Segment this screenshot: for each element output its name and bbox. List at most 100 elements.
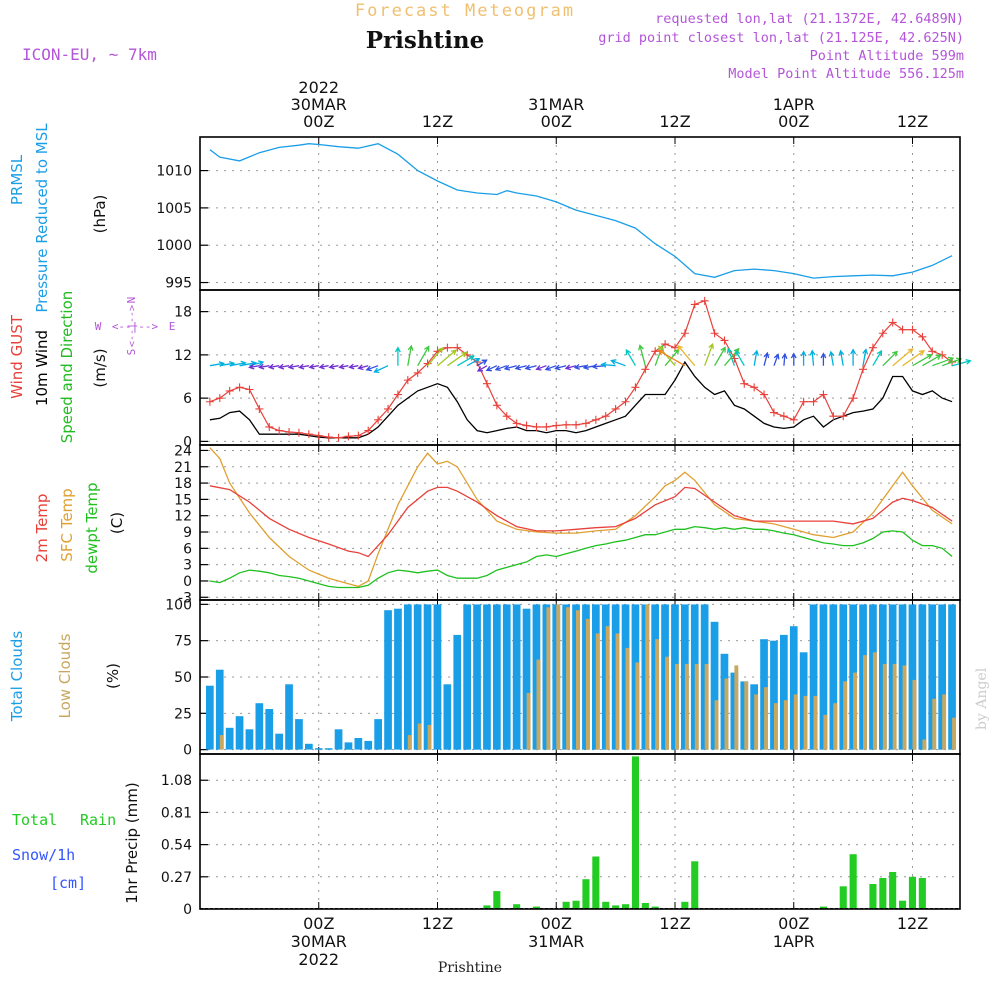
total-clouds-bar xyxy=(364,740,373,750)
rain-bar xyxy=(513,904,521,909)
total-clouds-bar xyxy=(423,604,432,750)
total-clouds-bar xyxy=(829,604,838,750)
bottom-time-label: 00Z xyxy=(778,914,809,933)
y-tick-label: 0.81 xyxy=(161,805,192,821)
total-clouds-bar xyxy=(473,604,481,750)
rain-bar xyxy=(622,904,630,909)
wind-gust-label: Wind GUST xyxy=(8,314,26,399)
wind-direction-arrow xyxy=(394,346,401,366)
rain-bar xyxy=(869,884,877,909)
wind-gust-marker xyxy=(779,412,788,421)
total-clouds-bar xyxy=(760,639,768,750)
wind-direction-arrow xyxy=(258,363,270,370)
total-clouds-bar xyxy=(275,733,283,750)
rain-bar xyxy=(602,901,610,909)
wind-gust-marker xyxy=(532,422,541,431)
y-tick-label: 9 xyxy=(183,525,192,541)
y-tick-label: 1.08 xyxy=(161,773,192,789)
wind-direction-arrow xyxy=(427,347,444,367)
y-tick-label: 0.27 xyxy=(161,870,192,886)
wind-direction-arrow xyxy=(912,354,933,367)
low-clouds-bar xyxy=(576,610,580,750)
total-clouds-bar xyxy=(245,729,254,750)
total-clouds-bar xyxy=(819,604,828,750)
wind-gust-marker xyxy=(374,415,383,424)
total-clouds-bar xyxy=(394,608,402,750)
wind-gust-marker xyxy=(552,421,561,430)
wind-direction-arrow xyxy=(704,342,714,366)
bottom-time-label: 12Z xyxy=(897,914,928,933)
wind-gust-marker xyxy=(591,415,600,424)
wind-direction-label: Speed and Direction xyxy=(58,291,76,444)
wind-direction-arrow xyxy=(638,344,646,366)
wind-gust-marker xyxy=(443,343,452,352)
model-point-altitude: Model Point Altitude 556.125m xyxy=(728,66,964,82)
wind-gust-marker xyxy=(403,376,412,385)
y-tick-label: 6 xyxy=(183,541,192,557)
top-time-label: 12Z xyxy=(422,112,453,131)
y-tick-label: 1000 xyxy=(156,238,192,254)
total-clouds-bar xyxy=(898,604,907,750)
low-clouds-bar xyxy=(952,717,956,750)
panel-border xyxy=(199,289,961,446)
wind-gust-marker xyxy=(294,428,303,437)
compass-horizontal-arrow: <--|--> xyxy=(112,320,159,333)
low-clouds-bar xyxy=(605,626,610,750)
low-clouds-bar xyxy=(932,698,937,750)
wind-direction-arrow xyxy=(763,351,770,366)
wind-direction-arrow xyxy=(657,350,686,367)
wind-gust-marker xyxy=(651,347,660,356)
wind-direction-arrow xyxy=(544,365,557,371)
wind-direction-arrow xyxy=(658,345,676,367)
rain-bar xyxy=(572,900,580,909)
y-tick-label: 1005 xyxy=(156,201,192,217)
wind-direction-arrow xyxy=(248,363,260,370)
low-clouds-bar xyxy=(793,694,798,750)
low-clouds-bar xyxy=(694,663,699,750)
point-altitude: Point Altitude 599m xyxy=(810,48,964,64)
low-clouds-bar xyxy=(615,633,620,750)
wind-direction-arrow xyxy=(373,365,389,374)
wind-gust-marker xyxy=(304,430,313,439)
wind-direction-arrow xyxy=(466,358,481,367)
top-time-label: 00Z xyxy=(541,112,572,131)
compass-east: E xyxy=(169,320,176,333)
total-clouds-bar xyxy=(384,610,392,750)
total-clouds-bar xyxy=(225,727,234,750)
total-clouds-bar xyxy=(453,634,462,750)
wind-gust-marker xyxy=(324,433,333,442)
compass-vertical-arrow: <--|--> xyxy=(127,305,138,347)
model-label: ICON-EU, ~ 7km xyxy=(22,45,157,64)
precip-axis-label: 1hr Precip (mm) xyxy=(123,782,141,903)
wind-direction-arrow xyxy=(554,364,567,371)
wind-direction-arrow xyxy=(476,365,488,372)
wind-gust-marker xyxy=(522,421,531,430)
y-tick-label: 50 xyxy=(174,670,192,686)
wind-gust-marker xyxy=(344,432,353,441)
wind-gust-marker xyxy=(789,415,798,424)
wind-gust-marker xyxy=(898,325,907,334)
wind-gust-marker xyxy=(581,419,590,428)
rain-bar xyxy=(641,903,649,909)
wind-direction-arrow xyxy=(714,346,726,367)
wind-10m-label: 10m Wind xyxy=(33,330,51,406)
wind-direction-arrow xyxy=(573,363,587,370)
total-clouds-bar xyxy=(690,604,699,750)
total-clouds-bar xyxy=(770,640,778,750)
wind-gust-marker xyxy=(888,318,897,327)
top-time-label: 00Z xyxy=(303,112,334,131)
wind-gust-marker xyxy=(334,433,343,442)
wind-gust-marker xyxy=(601,412,610,421)
wind-gust-marker xyxy=(661,340,670,349)
pressure-label-msl: Pressure Reduced to MSL xyxy=(33,123,51,313)
wind-gust-marker xyxy=(690,300,699,309)
wind-gust-marker xyxy=(799,397,808,406)
bottom-time-label: 31MAR xyxy=(528,932,584,951)
low-clouds-bar xyxy=(556,604,561,750)
wind-direction-arrow xyxy=(535,365,547,371)
low-clouds-bar xyxy=(872,652,877,750)
wind-direction-arrow xyxy=(862,348,869,366)
y-tick-label: 6 xyxy=(183,391,192,407)
wind-gust-marker xyxy=(364,426,373,435)
panel-clouds: 0 25 50 75 100 xyxy=(165,597,961,759)
